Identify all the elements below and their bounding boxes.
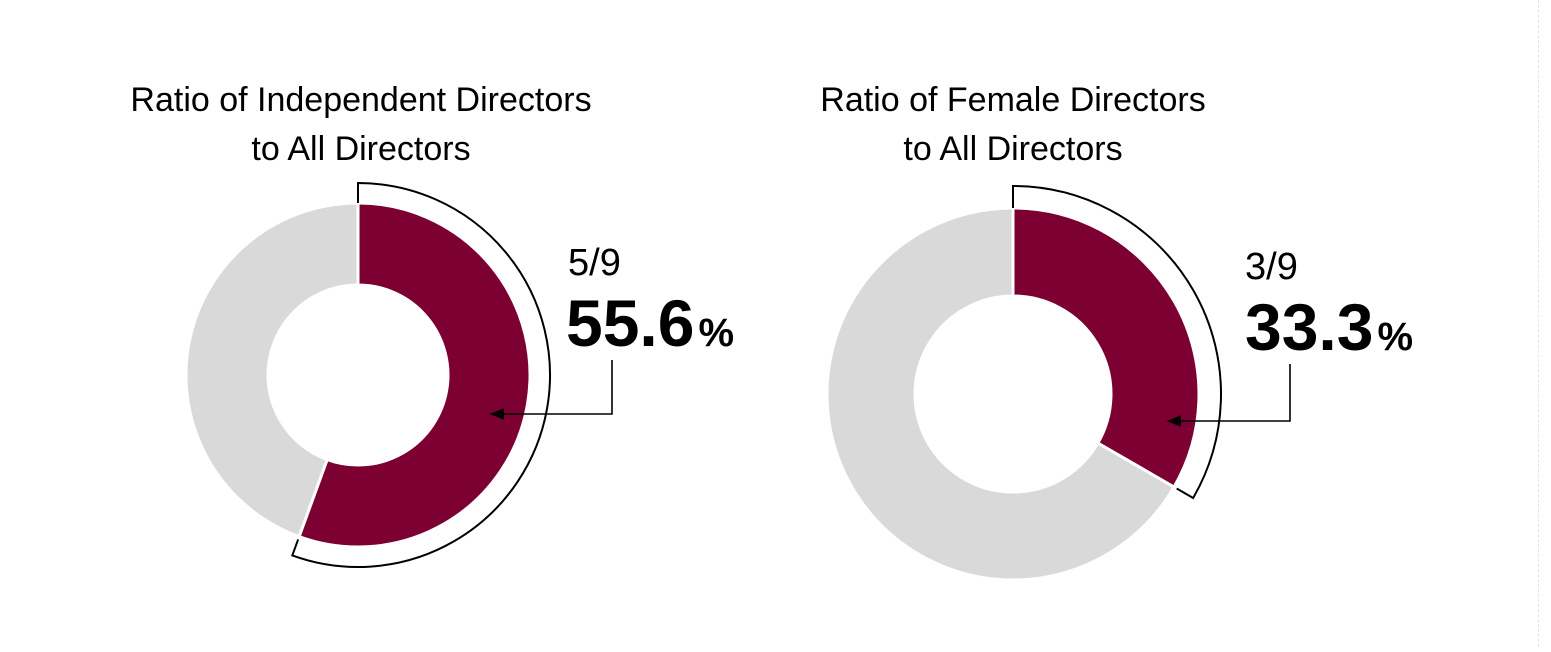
donut-slice-remainder bbox=[825, 206, 1177, 582]
donut-chart-1: Ratio of Independent Directors to All Dir… bbox=[130, 81, 734, 568]
page-edge-divider bbox=[1538, 0, 1539, 647]
share-bracket bbox=[1012, 184, 1222, 500]
percent-value: 55.6 bbox=[566, 286, 694, 360]
chart-title-line-2: to All Directors bbox=[903, 130, 1122, 168]
donut-chart-2: Ratio of Female Directors to All Director… bbox=[820, 81, 1413, 582]
percent-label: 55.6% bbox=[566, 286, 734, 360]
percent-unit: % bbox=[698, 311, 734, 355]
fraction-label: 5/9 bbox=[568, 242, 621, 284]
percent-label: 33.3% bbox=[1245, 290, 1413, 364]
percent-unit: % bbox=[1377, 315, 1413, 359]
chart-title-line-1: Ratio of Female Directors bbox=[820, 81, 1205, 119]
leader-arrow bbox=[489, 360, 613, 420]
chart-title-line-2: to All Directors bbox=[251, 130, 470, 168]
fraction-label: 3/9 bbox=[1245, 246, 1298, 288]
leader-arrow bbox=[1166, 364, 1291, 427]
share-bracket bbox=[291, 181, 551, 568]
donut-slice-highlight bbox=[297, 201, 532, 549]
donut-slice-highlight bbox=[1011, 206, 1201, 490]
donut-slice-remainder bbox=[184, 201, 360, 539]
percent-value: 33.3 bbox=[1245, 290, 1373, 364]
chart-title-line-1: Ratio of Independent Directors bbox=[130, 81, 591, 119]
